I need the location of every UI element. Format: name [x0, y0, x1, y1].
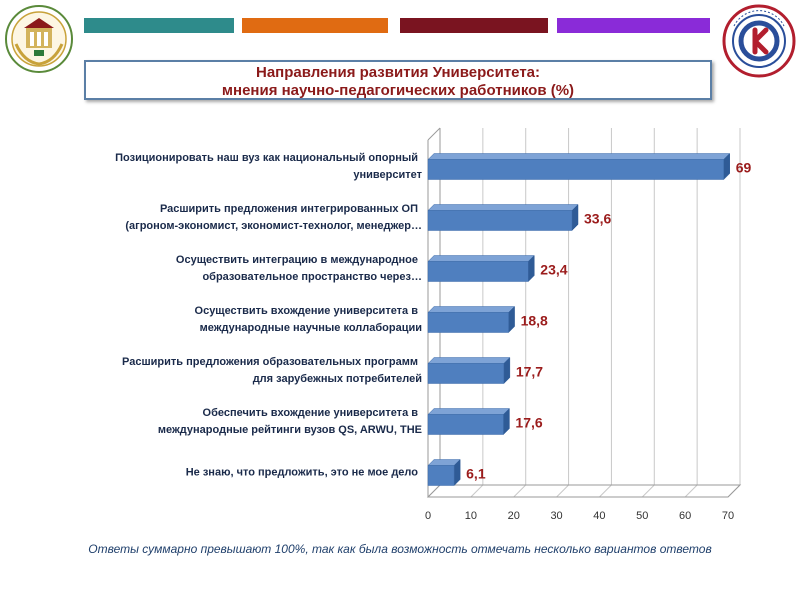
chart-floor — [426, 484, 742, 498]
bar-top — [427, 408, 511, 415]
category-label: университет — [353, 169, 422, 181]
footnote: Ответы суммарно превышают 100%, так как … — [88, 542, 712, 556]
chart-title-line-1: Направления развития Университета: — [255, 64, 541, 81]
floor-gridline — [513, 484, 527, 498]
x-tick-label: 10 — [465, 510, 477, 522]
x-tick-label: 60 — [679, 510, 691, 522]
data-label: 17,6 — [515, 415, 542, 431]
floor-gridline — [470, 484, 484, 498]
bar — [427, 465, 455, 486]
data-label: 6,1 — [466, 466, 486, 482]
category-label: для зарубежных потребителей — [253, 373, 422, 385]
y-axis-top-edge — [427, 127, 441, 141]
floor-gridline — [599, 484, 612, 498]
bar — [427, 210, 573, 231]
x-tick-label: 20 — [508, 510, 520, 522]
bar-top — [427, 204, 579, 211]
bar — [427, 261, 529, 282]
category-label: образовательное пространство через… — [202, 271, 422, 283]
x-tick-label: 40 — [593, 510, 605, 522]
data-label: 18,8 — [521, 313, 548, 329]
floor-gridline — [556, 484, 569, 498]
data-label: 33,6 — [584, 211, 611, 227]
floor-gridline — [641, 484, 655, 498]
header-bar-maroon — [400, 18, 548, 33]
category-label: Позиционировать наш вуз как национальный… — [115, 152, 418, 164]
quality-award-emblem-logo — [722, 4, 796, 78]
bar — [427, 159, 724, 180]
category-label: Расширить предложения образовательных пр… — [122, 356, 418, 368]
bar-top — [427, 153, 731, 160]
bar — [427, 414, 504, 435]
category-label: (агроном-экономист, экономист-технолог, … — [125, 220, 422, 232]
category-label: Осуществить интеграцию в международное — [176, 254, 418, 266]
x-tick-label: 70 — [722, 510, 734, 522]
x-tick-label: 50 — [636, 510, 648, 522]
floor-gridline — [684, 484, 698, 498]
category-label: Не знаю, что предложить, это не мое дело — [186, 467, 419, 479]
category-label: Обеспечить вхождение университета в — [203, 407, 419, 419]
chart-title-box: Направления развития Университета: мнени… — [84, 60, 712, 100]
data-label: 69 — [736, 160, 752, 176]
header-bar-teal — [84, 18, 234, 33]
header-bar-orange — [242, 18, 388, 33]
chart-title-line-2: мнения научно-педагогических работников … — [221, 82, 575, 99]
bar-top — [427, 357, 511, 364]
data-label: 23,4 — [540, 262, 567, 278]
category-label: международные научные коллаборации — [200, 322, 422, 334]
x-tick-label: 0 — [425, 510, 431, 522]
university-emblem-logo — [4, 4, 74, 74]
bar — [427, 363, 505, 384]
category-label: Осуществить вхождение университета в — [195, 305, 419, 317]
data-label: 17,7 — [516, 364, 543, 380]
bar-top — [427, 255, 535, 262]
category-label: международные рейтинги вузов QS, ARWU, T… — [158, 424, 422, 436]
bar — [427, 312, 509, 333]
header-bar-purple — [557, 18, 710, 33]
x-tick-label: 30 — [550, 510, 562, 522]
bar-top — [427, 306, 516, 313]
category-label: Расширить предложения интегрированных ОП — [160, 203, 418, 215]
